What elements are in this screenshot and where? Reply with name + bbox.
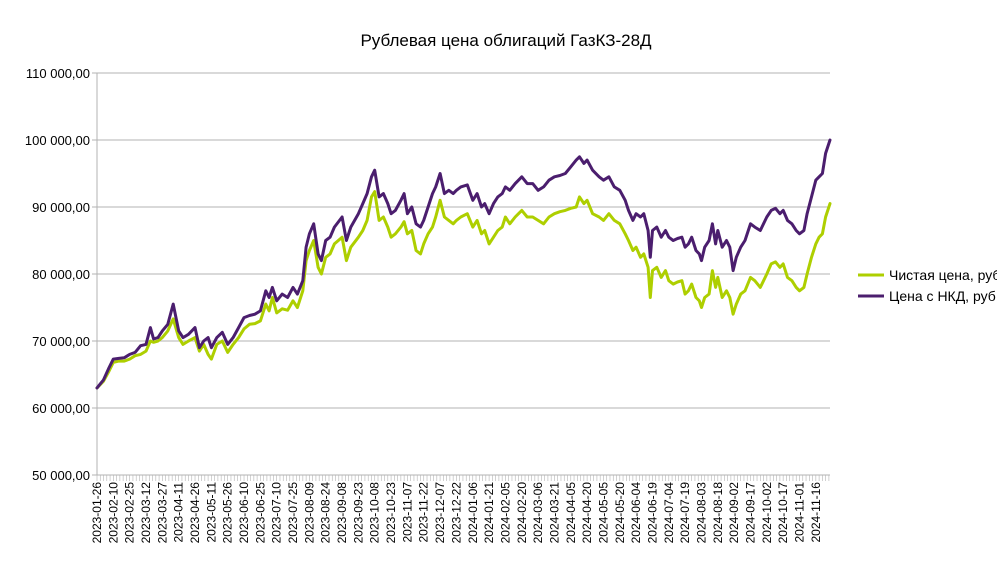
- x-tick-label: 2023-09-23: [351, 482, 365, 544]
- y-tick-label: 90 000,00: [32, 200, 90, 215]
- x-tick-label: 2024-11-01: [793, 482, 807, 543]
- y-tick-label: 50 000,00: [32, 468, 90, 483]
- x-tick-label: 2023-05-26: [221, 482, 235, 544]
- x-tick-label: 2023-07-10: [270, 482, 284, 544]
- x-tick-label: 2023-12-22: [449, 482, 463, 544]
- x-tick-label: 2024-10-02: [760, 482, 774, 544]
- y-tick-label: 70 000,00: [32, 334, 90, 349]
- x-tick-label: 2023-12-07: [433, 482, 447, 544]
- x-tick-label: 2024-05-20: [613, 482, 627, 544]
- x-tick-label: 2024-01-21: [482, 482, 496, 544]
- grid-lines: [97, 72, 830, 409]
- chart-title: Рублевая цена облигаций ГазКЗ-28Д: [360, 31, 652, 50]
- x-tick-label: 2024-07-19: [678, 482, 692, 544]
- axes: [92, 72, 830, 481]
- x-tick-label: 2023-11-22: [417, 482, 431, 543]
- x-tick-label: 2024-02-20: [515, 482, 529, 544]
- x-tick-label: 2023-11-07: [400, 482, 414, 543]
- x-axis-tick-labels: 2023-01-26 2023-02-10 2023-02-25 2023-03-12…: [90, 482, 823, 544]
- x-tick-label: 2023-04-11: [172, 482, 186, 543]
- x-tick-label: 2024-06-04: [629, 482, 643, 544]
- x-tick-label: 2023-04-26: [188, 482, 202, 544]
- x-tick-label: 2023-06-25: [253, 482, 267, 544]
- x-tick-label: 2023-07-25: [286, 482, 300, 544]
- y-tick-label: 100 000,00: [25, 133, 90, 148]
- x-tick-label: 2023-08-24: [319, 482, 333, 544]
- y-tick-label: 60 000,00: [32, 401, 90, 416]
- x-tick-label: 2023-02-25: [123, 482, 137, 544]
- x-tick-label: 2024-04-20: [580, 482, 594, 544]
- x-tick-label: 2024-10-17: [776, 482, 790, 544]
- y-tick-label: 80 000,00: [32, 267, 90, 282]
- x-tick-label: 2024-08-18: [711, 482, 725, 544]
- legend-label: Чистая цена, руб: [889, 267, 997, 283]
- x-tick-label: 2023-03-12: [139, 482, 153, 544]
- x-tick-label: 2023-06-10: [237, 482, 251, 544]
- x-tick-label: 2024-03-06: [531, 482, 545, 544]
- x-tick-label: 2023-02-10: [106, 482, 120, 544]
- x-tick-label: 2023-10-08: [368, 482, 382, 544]
- x-tick-label: 2023-05-11: [204, 482, 218, 543]
- x-tick-label: 2024-01-06: [466, 482, 480, 544]
- x-tick-label: 2024-04-05: [564, 482, 578, 544]
- x-axis-minor-ticks: [96, 475, 830, 481]
- x-tick-label: 2024-03-21: [547, 482, 561, 544]
- x-tick-label: 2024-08-03: [694, 482, 708, 544]
- series-lines: [95, 138, 832, 390]
- series-line-2: [95, 138, 832, 390]
- x-tick-label: 2024-02-05: [498, 482, 512, 544]
- x-tick-label: 2024-05-05: [596, 482, 610, 544]
- legend: Чистая цена, руб Цена с НКД, руб: [858, 267, 997, 304]
- x-tick-label: 2024-06-19: [645, 482, 659, 544]
- x-tick-label: 2023-08-09: [302, 482, 316, 544]
- x-tick-label: 2023-10-23: [384, 482, 398, 544]
- x-tick-label: 2023-09-08: [335, 482, 349, 544]
- x-tick-label: 2023-01-26: [90, 482, 104, 544]
- x-tick-label: 2024-11-16: [809, 482, 823, 543]
- x-tick-label: 2023-03-27: [155, 482, 169, 544]
- x-tick-label: 2024-09-17: [743, 482, 757, 544]
- series-line-1: [95, 190, 832, 390]
- y-tick-label: 110 000,00: [26, 66, 90, 81]
- y-axis-tick-labels: 50 000,00 60 000,00 70 000,00 80 000,00 90 0…: [25, 66, 90, 483]
- legend-label: Цена с НКД, руб: [889, 288, 996, 304]
- x-tick-label: 2024-07-04: [662, 482, 676, 544]
- x-tick-label: 2024-09-02: [727, 482, 741, 544]
